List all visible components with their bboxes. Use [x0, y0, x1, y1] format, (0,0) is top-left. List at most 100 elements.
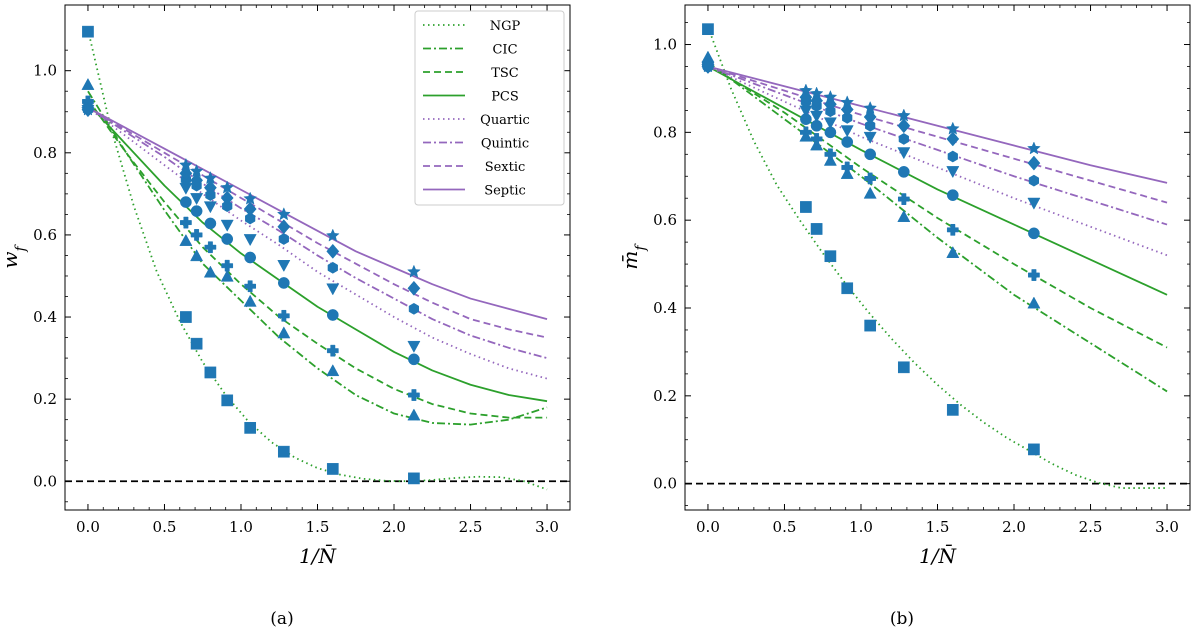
data-point-pcs [408, 353, 420, 366]
y-tick-label: 1.0 [33, 62, 57, 80]
data-point-tsc [221, 259, 234, 272]
data-point-septic [945, 121, 960, 135]
data-point-ngp [244, 422, 257, 434]
data-point-sextic [277, 219, 291, 235]
data-point-cic [407, 408, 421, 421]
data-point-tsc [946, 223, 959, 236]
fit-line-cic [87, 90, 548, 426]
x-tick-label: 1.0 [849, 518, 873, 536]
data-point-pcs [946, 189, 959, 201]
data-point-cic [897, 209, 911, 222]
data-point-quintic [865, 119, 876, 132]
data-point-pcs [204, 217, 217, 230]
y-axis-label-main: w [0, 252, 22, 269]
data-point-septic [220, 180, 235, 194]
data-point-tsc [277, 309, 290, 322]
legend-label-cic: CIC [492, 43, 517, 58]
markers-quartic [701, 61, 1041, 210]
x-tick-label: 0.5 [153, 518, 177, 536]
data-point-septic [840, 95, 855, 109]
data-point-septic [407, 264, 421, 278]
data-point-septic [325, 228, 340, 242]
data-point-pcs [841, 136, 854, 148]
data-point-tsc [180, 216, 192, 229]
markers-septic [701, 59, 1041, 155]
markers-quartic [81, 104, 421, 353]
data-point-ngp [841, 282, 854, 295]
data-point-pcs [221, 233, 234, 245]
data-point-sextic [1027, 155, 1041, 171]
data-point-quartic [1027, 197, 1041, 210]
data-point-quintic [1028, 174, 1040, 187]
data-point-cic [1027, 296, 1041, 309]
data-point-quintic [327, 261, 338, 274]
y-tick-label: 0.2 [33, 390, 57, 408]
data-point-pcs [326, 309, 339, 321]
data-point-ngp [82, 25, 94, 38]
data-point-quartic [243, 234, 257, 247]
data-point-septic [203, 171, 218, 185]
data-point-sextic [190, 172, 204, 188]
data-point-quartic [203, 201, 217, 214]
data-point-ngp [326, 463, 339, 475]
y-axis-label-subscript: f [13, 244, 29, 253]
data-point-tsc [897, 193, 910, 205]
data-point-septic [798, 83, 813, 97]
x-tick-label: 2.5 [1079, 518, 1103, 536]
legend: NGP CIC TSC PCS Quartic Quintic Sextic Septic [414, 10, 565, 206]
y-tick-label: 0.8 [33, 144, 57, 162]
legend-label-ngp: NGP [490, 19, 521, 34]
data-point-pcs [190, 205, 203, 217]
legend-label-quartic: Quartic [480, 113, 530, 128]
panel-b-plot-area [685, 23, 1190, 489]
data-point-cic [863, 186, 877, 199]
data-point-ngp [190, 337, 203, 350]
data-point-septic [1027, 141, 1041, 155]
fit-line-cic [707, 61, 1168, 393]
fit-line-quartic [87, 106, 548, 380]
x-tick-label: 1.5 [306, 518, 330, 536]
data-point-septic [178, 157, 193, 171]
x-tick-label: 0.5 [773, 518, 797, 536]
data-point-tsc [408, 389, 420, 401]
legend-label-septic: Septic [484, 184, 526, 199]
legend-label-quintic: Quintic [481, 137, 529, 152]
panel-b: 0.0 0.5 1.0 1.5 2.0 2.5 3.0 0.0 0.2 0.4 0.6 0.8 1.0 1… [618, 4, 1191, 629]
data-point-cic [190, 249, 204, 262]
fit-line-pcs [707, 65, 1168, 296]
data-point-pcs [277, 277, 290, 289]
data-point-ngp [408, 472, 420, 485]
y-axis-label-main: m̄ [618, 251, 642, 270]
fit-line-tsc [87, 98, 548, 419]
data-point-ngp [810, 223, 823, 235]
data-point-quartic [863, 131, 877, 144]
data-point-ngp [1028, 443, 1040, 456]
data-point-sextic [203, 180, 217, 196]
legend-label-sextic: Sextic [485, 160, 526, 175]
data-point-tsc [204, 241, 217, 254]
data-point-sextic [863, 109, 877, 125]
y-axis-label: m̄f [618, 243, 649, 270]
markers-cic [81, 77, 421, 421]
data-point-sextic [799, 89, 813, 105]
fit-line-septic [707, 65, 1168, 184]
fit-line-sextic [707, 65, 1168, 204]
data-point-quartic [897, 147, 911, 160]
data-point-cic [277, 326, 291, 339]
data-point-cic [179, 233, 193, 246]
data-point-pcs [180, 196, 192, 208]
y-tick-label: 0.8 [653, 123, 677, 141]
data-point-quartic [277, 260, 291, 273]
data-point-cic [326, 364, 340, 377]
data-point-ngp [277, 445, 290, 458]
x-tick-label: 0.0 [76, 518, 100, 536]
data-point-quartic [407, 340, 421, 353]
data-point-ngp [864, 319, 877, 332]
data-point-quintic [842, 111, 853, 124]
y-tick-label: 0.2 [653, 387, 677, 405]
panel-a: 0.0 0.5 1.0 1.5 2.0 2.5 3.0 0.0 0.2 0.4 0.6 0.8 1.0 1… [0, 4, 571, 629]
y-tick-label: 0.4 [653, 299, 677, 317]
data-point-quartic [946, 166, 960, 179]
data-point-tsc [1028, 269, 1040, 281]
data-point-quartic [220, 219, 234, 232]
